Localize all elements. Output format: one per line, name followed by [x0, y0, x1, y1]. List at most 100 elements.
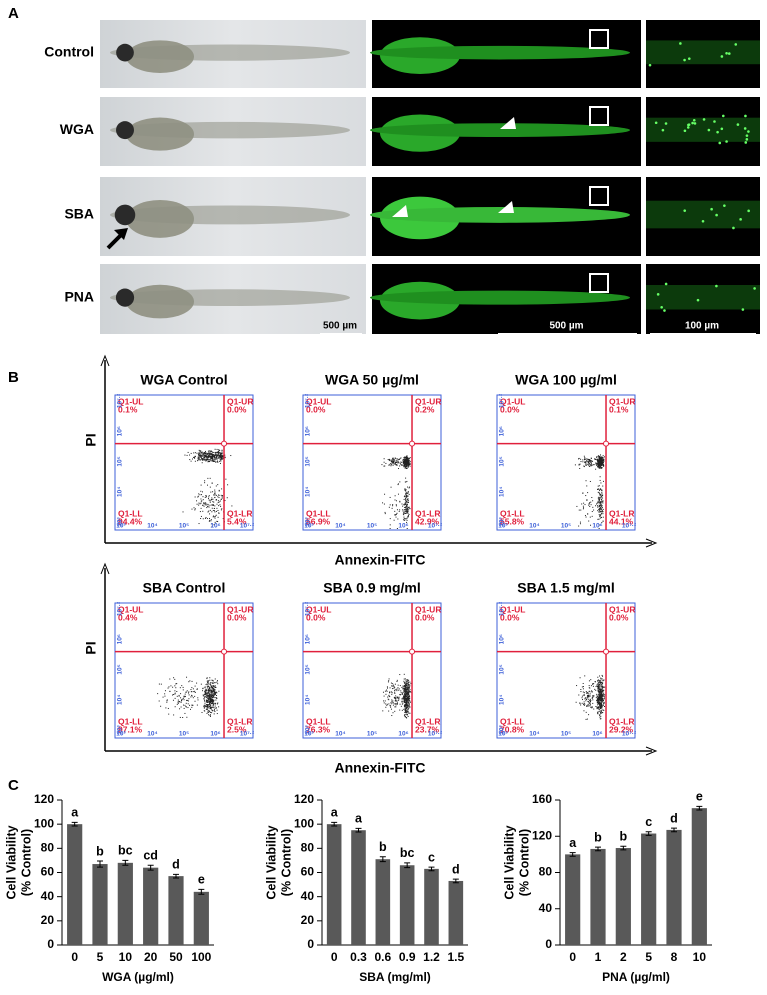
event-dot: [214, 489, 216, 491]
event-dot: [208, 698, 210, 700]
plot-frame: [114, 394, 254, 531]
event-dot: [211, 679, 213, 681]
event-dot: [385, 703, 387, 705]
event-dot: [600, 503, 602, 505]
event-dot: [601, 695, 603, 697]
zoom-spot: [654, 121, 658, 125]
significance-letter: e: [696, 790, 703, 804]
event-dot: [407, 514, 409, 516]
significance-letter: d: [452, 862, 460, 876]
event-dot: [182, 704, 184, 706]
event-dot: [211, 691, 213, 693]
event-dot: [393, 461, 395, 463]
event-dot: [208, 701, 210, 703]
event-dot: [184, 693, 186, 695]
event-dot: [405, 684, 407, 686]
event-dot: [596, 462, 598, 464]
event-dot: [406, 692, 408, 694]
event-dot: [381, 464, 383, 466]
event-dot: [397, 684, 399, 686]
event-dot: [386, 689, 388, 691]
zoom-spot: [725, 52, 728, 55]
event-dot: [407, 459, 409, 461]
event-dot: [218, 494, 220, 496]
event-dot: [403, 688, 405, 690]
event-dot: [214, 456, 216, 458]
event-dot: [597, 497, 599, 499]
event-dot: [601, 693, 603, 695]
event-dot: [218, 706, 220, 708]
event-dot: [209, 513, 211, 515]
event-dot: [402, 464, 404, 466]
event-dot: [207, 511, 209, 513]
event-dot: [404, 704, 406, 706]
zoom-spot: [721, 114, 725, 118]
event-dot: [588, 520, 590, 522]
quadrant-value: 0.0%: [415, 612, 435, 622]
quadrant-name: Q1-UR: [609, 396, 635, 406]
panel-label: A: [8, 5, 19, 22]
event-dot: [599, 457, 601, 459]
event-dot: [212, 693, 214, 695]
event-dot: [406, 506, 408, 508]
event-dot: [598, 706, 600, 708]
event-dot: [599, 504, 601, 506]
event-dot: [389, 464, 391, 466]
event-dot: [403, 457, 405, 459]
event-dot: [386, 704, 388, 706]
event-dot: [601, 704, 603, 706]
event-dot: [206, 456, 208, 458]
event-dot: [584, 457, 586, 459]
event-dot: [191, 687, 193, 689]
event-dot: [211, 702, 213, 704]
event-dot: [598, 499, 600, 501]
event-dot: [186, 699, 188, 701]
event-dot: [407, 690, 409, 692]
event-dot: [220, 455, 222, 457]
event-dot: [584, 698, 586, 700]
event-dot: [212, 458, 214, 460]
event-dot: [588, 714, 590, 716]
event-dot: [209, 677, 211, 679]
event-dot: [194, 692, 196, 694]
event-dot: [598, 496, 600, 498]
event-dot: [210, 697, 212, 699]
event-dot: [599, 508, 601, 510]
event-dot: [194, 496, 196, 498]
event-dot: [405, 707, 407, 709]
error-bar: [71, 821, 78, 827]
zoom-spot: [739, 218, 742, 221]
zoom-spot: [648, 63, 652, 67]
event-dot: [207, 707, 209, 709]
event-dot: [600, 685, 602, 687]
event-dot: [405, 509, 407, 511]
event-dot: [404, 713, 406, 715]
significance-letter: e: [198, 873, 205, 887]
x-tick-label: 1.5: [447, 950, 464, 964]
event-dot: [389, 528, 391, 529]
event-dot: [403, 512, 405, 514]
event-dot: [226, 497, 228, 499]
y-tick-label: 10⁷·²: [499, 393, 506, 408]
y-tick-label: 10⁵: [499, 456, 506, 466]
event-dot: [209, 701, 211, 703]
x-tick-label: 10: [119, 950, 133, 964]
event-dot: [384, 465, 386, 467]
event-dot: [397, 462, 399, 464]
event-dot: [210, 684, 212, 686]
event-dot: [599, 489, 601, 491]
event-dot: [205, 705, 207, 707]
event-dot: [404, 467, 406, 469]
event-dot: [602, 520, 604, 522]
event-dot: [406, 464, 408, 466]
event-dot: [403, 686, 405, 688]
event-dot: [202, 451, 204, 453]
event-dot: [583, 502, 585, 504]
event-dot: [207, 685, 209, 687]
gate-center: [603, 648, 610, 655]
event-dot: [408, 712, 410, 714]
quadrant-name: Q1-UR: [227, 396, 253, 406]
event-dot: [166, 701, 168, 703]
event-dot: [600, 508, 602, 510]
plot-title: SBA Control: [143, 580, 226, 596]
